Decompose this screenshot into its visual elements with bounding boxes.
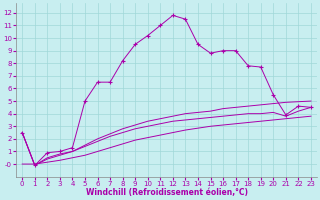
- X-axis label: Windchill (Refroidissement éolien,°C): Windchill (Refroidissement éolien,°C): [85, 188, 248, 197]
